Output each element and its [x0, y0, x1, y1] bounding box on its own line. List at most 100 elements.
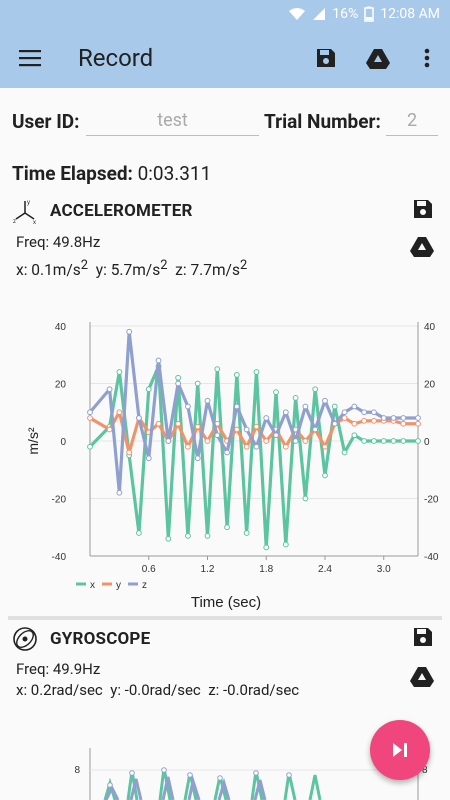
y-axis-label: m/s²: [25, 427, 41, 455]
main-content: User ID: test Trial Number: 2 Time Elaps…: [0, 88, 450, 800]
accelerometer-drive-button[interactable]: [410, 236, 434, 261]
x-tick-label: 1.2: [201, 564, 215, 575]
y-tick-label-right: -40: [424, 552, 439, 563]
record-fab-button[interactable]: [370, 720, 430, 780]
data-point-x: [87, 443, 93, 450]
data-point-z: [282, 409, 289, 416]
data-point-y: [87, 415, 93, 421]
data-point-x: [224, 524, 230, 531]
accelerometer-header: z x y ACCELEROMETER: [12, 196, 438, 226]
gyroscope-readings: x: 0.2rad/sec y: -0.0rad/sec z: -0.0rad/…: [16, 681, 299, 699]
data-point-x: [253, 369, 260, 375]
save-icon: [317, 49, 335, 67]
gyroscope-plot: 8 8: [74, 748, 428, 800]
data-point-x: [136, 530, 142, 536]
x-tick-label: 1.8: [259, 564, 273, 575]
accel-y-exp: 2: [160, 258, 168, 273]
data-point-z: [224, 449, 230, 456]
y-tick-label: -20: [52, 495, 67, 506]
wifi-icon: [288, 7, 306, 21]
data-point-y: [351, 420, 358, 427]
gyroscope-save-button[interactable]: [412, 626, 434, 652]
accelerometer-freq: Freq: 49.8Hz: [16, 233, 101, 251]
page-title: Record: [78, 44, 154, 72]
save-icon: [414, 200, 432, 218]
data-point-z: [165, 438, 172, 444]
trial-number-label: Trial Number:: [264, 110, 381, 133]
section-divider: [8, 616, 442, 620]
data-point-z: [253, 443, 260, 450]
data-point-z: [87, 409, 93, 416]
data-point-z: [263, 415, 270, 421]
time-elapsed-value: 0:03.311: [137, 162, 212, 185]
user-id-label: User ID:: [12, 110, 80, 133]
clock: 12:08 AM: [380, 6, 440, 22]
data-point-y: [194, 423, 201, 430]
drive-upload-button[interactable]: [352, 28, 404, 88]
data-point-y: [175, 420, 182, 427]
data-point-z: [126, 328, 133, 335]
gyro-tick-label: 8: [74, 765, 80, 776]
data-point-z: [361, 409, 368, 416]
status-bar: 16% 12:08 AM: [0, 0, 450, 28]
data-point-x: [302, 495, 309, 502]
data-point-x: [233, 371, 240, 378]
battery-percent: 16%: [332, 6, 359, 22]
data-point-x: [273, 389, 279, 396]
data-point-z: [302, 403, 309, 410]
gyro-tick-label: 8: [422, 765, 428, 776]
data-point-y: [371, 417, 377, 424]
data-point-z: [380, 415, 387, 421]
data-point-x: [351, 432, 358, 439]
user-id-field[interactable]: test: [86, 106, 259, 136]
data-point-z: [371, 409, 377, 416]
x-tick-label: 3.0: [377, 564, 391, 575]
gyroscope-icon: [13, 627, 37, 651]
accel-x-exp: 2: [80, 258, 89, 273]
time-elapsed: Time Elapsed: 0:03.311: [12, 162, 211, 185]
gyro-y-reading: y: -0.0rad/sec: [110, 681, 201, 699]
data-point-x: [415, 438, 421, 444]
data-point-x: [165, 535, 172, 542]
save-button[interactable]: [300, 28, 352, 88]
data-point-y: [400, 420, 407, 427]
hamburger-icon: [19, 50, 41, 67]
data-point-x: [204, 532, 211, 539]
data-point-z: [155, 357, 162, 364]
data-point-x: [116, 369, 123, 375]
battery-icon: [364, 6, 375, 22]
data-point-z: [175, 380, 182, 387]
data-point-x: [331, 403, 338, 410]
data-point-x: [214, 366, 221, 373]
accelerometer-chart: 40 40 20 20 0 0 -20 -20 -40 -40 0.6 1.2 1.8 2.4 3.0 m/s…: [0, 316, 450, 611]
data-point-y: [361, 417, 368, 424]
series-line-x: [88, 364, 418, 549]
save-icon: [414, 628, 432, 646]
data-point-z: [292, 438, 299, 444]
data-point-x: [341, 449, 348, 456]
data-point-z: [145, 455, 152, 462]
x-tick-label: 2.4: [318, 564, 332, 575]
record-form: User ID: test Trial Number: 2: [12, 106, 438, 142]
data-point-z: [106, 386, 113, 393]
data-point-x: [361, 438, 368, 444]
axes-icon: z x y: [13, 200, 36, 224]
data-point-z: [204, 397, 211, 404]
trial-number-field[interactable]: 2: [386, 106, 438, 136]
data-point-z: [194, 455, 201, 462]
y-tick-label: 0: [60, 437, 66, 448]
y-tick-label-right: 40: [424, 322, 436, 333]
signal-icon: [312, 7, 326, 21]
data-point-y: [263, 438, 270, 444]
gyroscope-drive-button[interactable]: [410, 666, 434, 691]
data-point-x: [282, 541, 289, 548]
data-point-y: [126, 449, 133, 456]
google-drive-icon: [366, 48, 390, 69]
accelerometer-save-button[interactable]: [412, 198, 434, 224]
overflow-menu-button[interactable]: [404, 28, 450, 88]
data-point-x: [312, 386, 319, 393]
data-point-z: [116, 489, 123, 496]
accelerometer-plot: 40 40 20 20 0 0 -20 -20 -40 -40 0.6 1.2 1.8 2.4 3.0 m/s…: [25, 322, 439, 611]
y-tick-label-right: 0: [424, 437, 430, 448]
menu-button[interactable]: [0, 28, 60, 88]
